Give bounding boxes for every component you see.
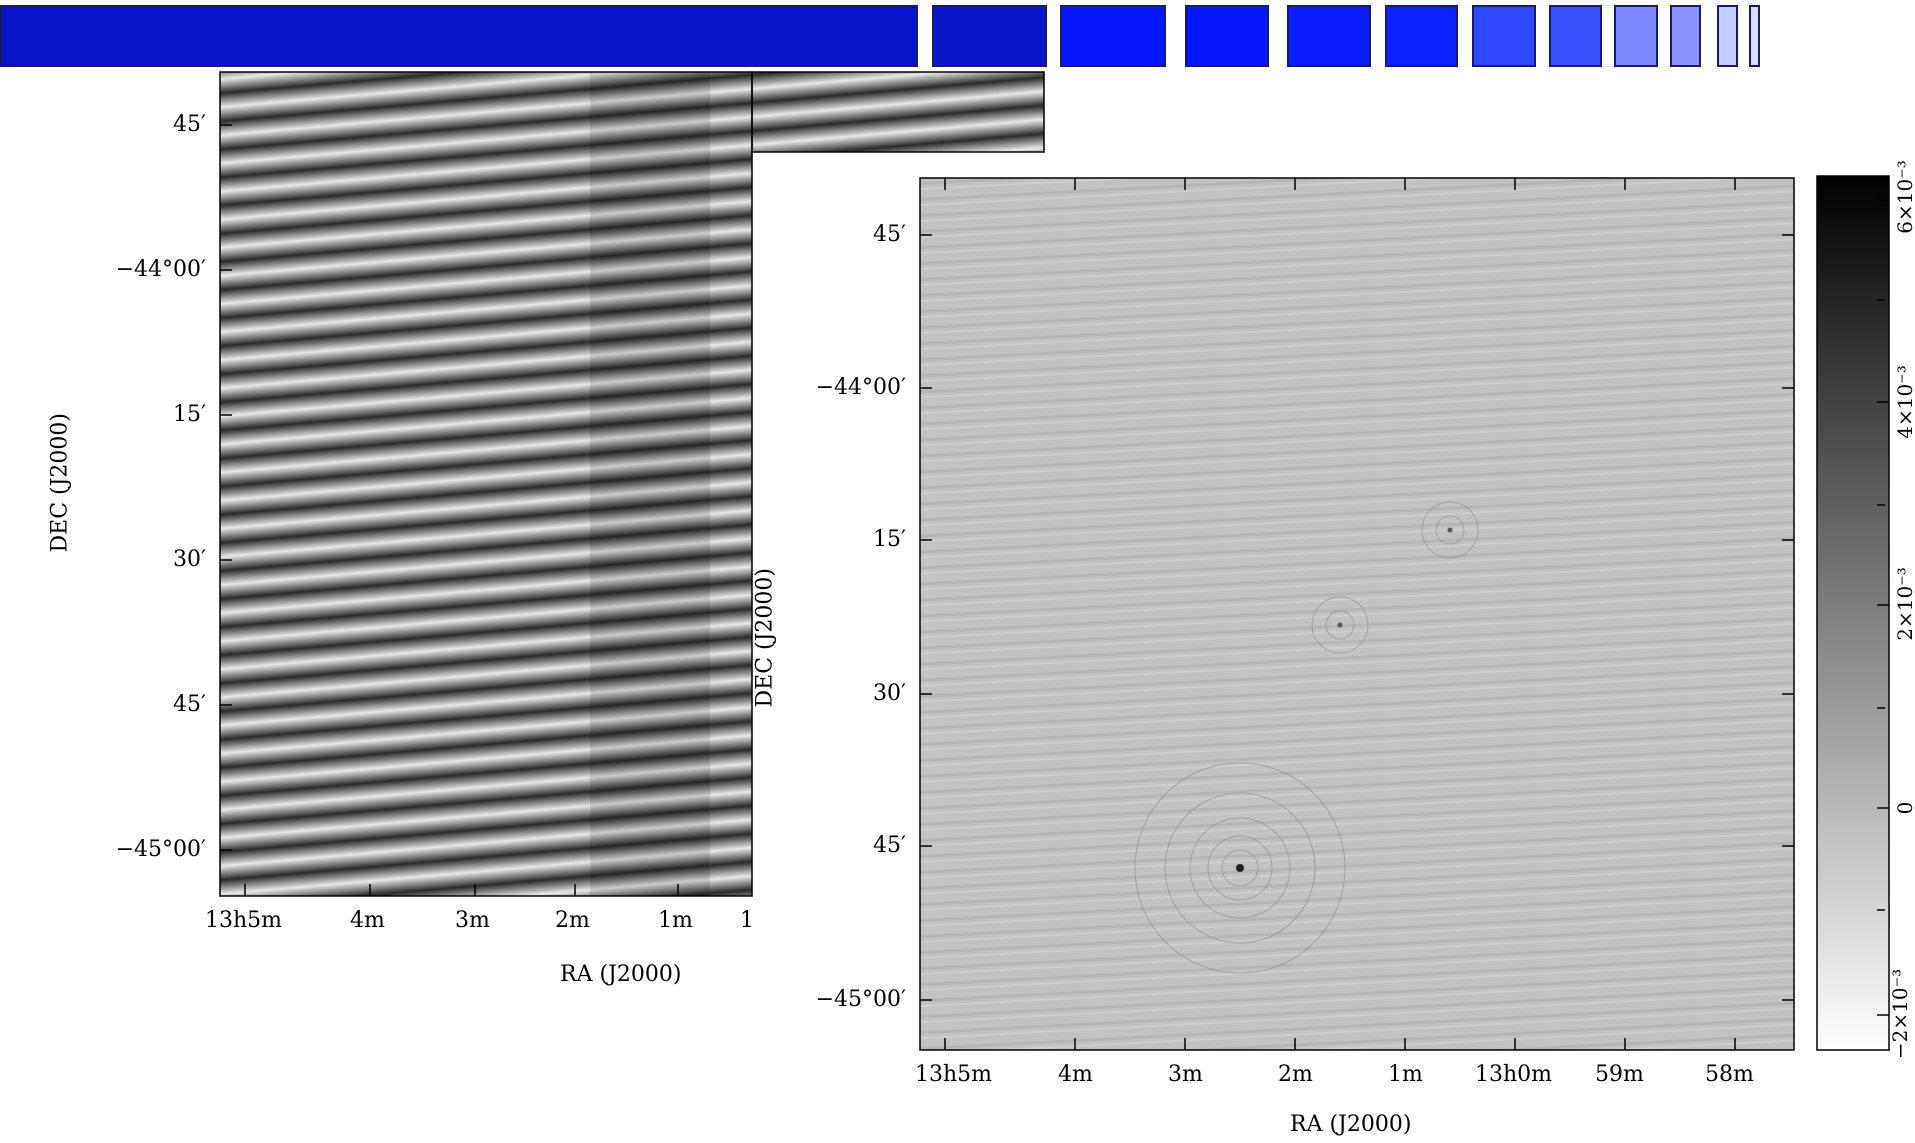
progress-segment xyxy=(1185,5,1269,67)
left-xtick-1: 13h5m xyxy=(205,908,283,933)
colorbar-tick: −2×10⁻³ xyxy=(1888,968,1912,1060)
colorbar-tick: 6×10⁻³ xyxy=(1893,160,1915,234)
left-ytick-1: 45′ xyxy=(173,112,206,137)
progress-segment xyxy=(1287,5,1371,67)
progress-segment xyxy=(0,5,918,67)
right-xtick-3: 3m xyxy=(1168,1062,1203,1087)
left-ytick-5: 45′ xyxy=(173,692,206,717)
colorbar-tick: 4×10⁻³ xyxy=(1893,365,1915,439)
left-ytick-6: −45°00′ xyxy=(115,837,206,862)
colorbar-tick: 2×10⁻³ xyxy=(1893,567,1915,641)
left-xtick-2: 4m xyxy=(350,908,385,933)
progress-segment xyxy=(1717,5,1738,67)
right-xtick-8: 58m xyxy=(1705,1062,1754,1087)
progress-segment xyxy=(1549,5,1602,67)
right-ytick-6: −45°00′ xyxy=(815,987,906,1012)
right-xtick-6: 13h0m xyxy=(1475,1062,1553,1087)
progress-strip xyxy=(0,0,1770,72)
left-image-body xyxy=(220,72,752,896)
point-source xyxy=(1447,527,1453,533)
point-source xyxy=(1337,622,1343,628)
progress-segment xyxy=(1749,5,1760,67)
right-xtick-4: 2m xyxy=(1278,1062,1313,1087)
right-xtick-2: 4m xyxy=(1058,1062,1093,1087)
right-xlabel: RA (J2000) xyxy=(1290,1112,1412,1137)
progress-segment xyxy=(932,5,1047,67)
progress-segment xyxy=(1472,5,1536,67)
point-source xyxy=(1236,864,1244,872)
progress-segment xyxy=(1670,5,1701,67)
right-image-body xyxy=(920,178,1794,1050)
right-ylabel: DEC (J2000) xyxy=(752,568,778,708)
right-xtick-5: 1m xyxy=(1388,1062,1423,1087)
right-ytick-5: 45′ xyxy=(873,833,906,858)
colorbar xyxy=(1816,175,1890,1051)
right-ytick-4: 30′ xyxy=(873,681,906,706)
right-ytick-1: 45′ xyxy=(873,222,906,247)
left-xtick-4: 2m xyxy=(555,908,590,933)
left-ytick-2: −44°00′ xyxy=(115,257,206,282)
colorbar-tick: 0 xyxy=(1893,801,1915,815)
progress-segment xyxy=(1385,5,1458,67)
right-xtick-7: 59m xyxy=(1595,1062,1644,1087)
right-xtick-1: 13h5m xyxy=(915,1062,993,1087)
left-ytick-4: 30′ xyxy=(173,547,206,572)
progress-segment xyxy=(1060,5,1166,67)
progress-segment xyxy=(1614,5,1658,67)
right-ytick-2: −44°00′ xyxy=(815,375,906,400)
right-ytick-3: 15′ xyxy=(873,527,906,552)
left-xtick-5: 1m xyxy=(658,908,693,933)
left-xtick-3: 3m xyxy=(455,908,490,933)
left-xtick-6: 1 xyxy=(740,908,754,933)
left-ytick-3: 15′ xyxy=(173,402,206,427)
left-xlabel: RA (J2000) xyxy=(560,962,682,987)
